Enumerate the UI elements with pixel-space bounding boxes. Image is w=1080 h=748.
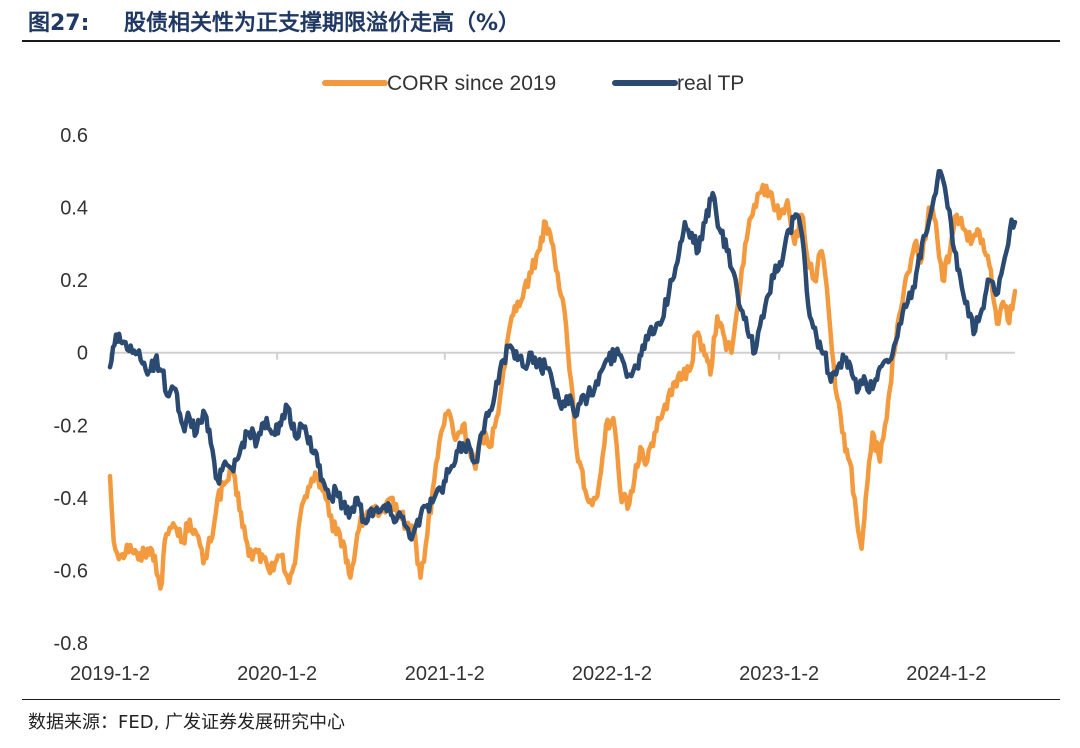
figure-title: 股债相关性为正支撑期限溢价走高（%） [124,11,521,36]
source-note: 数据来源：FED, 广发证券发展研究中心 [28,712,346,733]
y-tick-label: 0.2 [60,270,88,292]
chart-svg: 0.6 0.4 0.2 0 -0.2 -0.4 -0.6 -0.8 2019-1-2 2020-1… [54,72,1018,685]
x-tick-label: 2022-1-2 [572,663,652,685]
y-tick-label: -0.4 [54,488,88,510]
legend-label-real-tp: real TP [677,72,744,95]
top-divider [22,40,1060,42]
y-tick-label: 0.6 [60,125,88,147]
x-tick-label: 2019-1-2 [70,663,150,685]
y-tick-label: 0.4 [60,198,88,220]
y-tick-label: 0 [77,343,88,365]
series-line-real-tp [107,169,1018,542]
figure-number: 图27: [28,11,90,36]
series-line-corr [107,182,1018,591]
y-tick-label: -0.8 [54,633,88,655]
figure-header: 图27: 股债相关性为正支撑期限溢价走高（%） [28,6,520,36]
x-tick-label: 2023-1-2 [739,663,819,685]
y-tick-label: -0.2 [54,415,88,437]
x-tick-label: 2020-1-2 [237,663,317,685]
bottom-divider [22,699,1060,700]
x-tick-label: 2024-1-2 [906,663,986,685]
legend-label-corr: CORR since 2019 [387,72,556,95]
y-tick-label: -0.6 [54,560,88,582]
x-tick-label: 2021-1-2 [405,663,485,685]
